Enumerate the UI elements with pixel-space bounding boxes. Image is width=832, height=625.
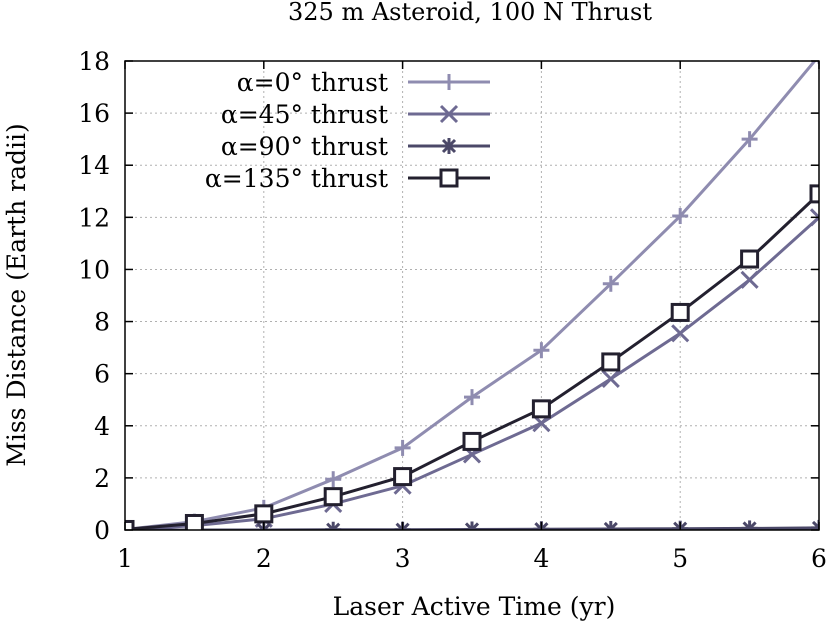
data-point bbox=[462, 431, 482, 451]
y-tick-label: 8 bbox=[94, 308, 110, 337]
x-tick-label: 1 bbox=[117, 544, 133, 573]
x-tick-label: 5 bbox=[672, 544, 688, 573]
legend-entry: α=45° thrust bbox=[221, 100, 490, 129]
data-point bbox=[601, 352, 621, 372]
y-axis-label: Miss Distance (Earth radii) bbox=[2, 123, 31, 466]
y-tick-label: 14 bbox=[78, 151, 110, 180]
data-point bbox=[254, 504, 274, 524]
x-axis-label: Laser Active Time (yr) bbox=[333, 592, 616, 621]
legend-marker bbox=[441, 74, 457, 90]
data-point bbox=[394, 439, 411, 456]
data-point bbox=[601, 369, 620, 388]
data-point bbox=[740, 270, 759, 289]
data-point bbox=[671, 324, 690, 343]
data-point bbox=[325, 471, 342, 488]
data-point bbox=[811, 519, 819, 530]
chart-title: 325 m Asteroid, 100 N Thrust bbox=[288, 0, 652, 26]
data-point bbox=[809, 184, 819, 204]
data-point bbox=[323, 487, 343, 507]
x-tick-label: 4 bbox=[533, 544, 549, 573]
x-tick-label: 2 bbox=[256, 544, 272, 573]
y-tick-label: 4 bbox=[94, 412, 110, 441]
plot-area-frame bbox=[124, 60, 820, 531]
y-tick-label: 6 bbox=[94, 360, 110, 389]
data-point bbox=[809, 208, 819, 227]
legend-label: α=0° thrust bbox=[237, 68, 388, 97]
series-line bbox=[125, 192, 819, 530]
legend-label: α=135° thrust bbox=[205, 164, 388, 193]
legend-entry: α=90° thrust bbox=[221, 132, 490, 161]
y-tick-label: 2 bbox=[94, 464, 110, 493]
series-3 bbox=[125, 184, 819, 530]
data-point bbox=[741, 131, 758, 148]
legend: α=0° thrust α=45° thrust α=90° thrust α=135… bbox=[205, 68, 490, 193]
y-tick-label: 12 bbox=[78, 203, 110, 232]
y-tick-label: 0 bbox=[94, 516, 110, 545]
legend-label: α=45° thrust bbox=[221, 100, 388, 129]
data-point bbox=[740, 249, 760, 269]
y-tick-label: 16 bbox=[78, 99, 110, 128]
data-point bbox=[602, 275, 619, 292]
legend-entry: α=0° thrust bbox=[237, 68, 490, 97]
legend-label: α=90° thrust bbox=[221, 132, 388, 161]
legend-entry: α=135° thrust bbox=[205, 164, 490, 193]
y-tick-label: 18 bbox=[78, 47, 110, 76]
y-tick-label: 10 bbox=[78, 255, 110, 284]
data-point bbox=[672, 208, 689, 225]
data-point bbox=[741, 520, 758, 530]
data-point bbox=[602, 520, 619, 530]
legend-marker bbox=[441, 138, 457, 154]
data-point bbox=[533, 342, 550, 359]
x-tick-label: 6 bbox=[811, 544, 827, 573]
data-point bbox=[393, 467, 413, 487]
data-point bbox=[464, 389, 480, 406]
x-tick-label: 3 bbox=[395, 544, 411, 573]
legend-marker bbox=[439, 104, 459, 124]
data-point bbox=[531, 399, 551, 419]
data-point bbox=[184, 513, 204, 530]
legend-marker bbox=[439, 168, 459, 188]
data-point bbox=[670, 302, 690, 322]
